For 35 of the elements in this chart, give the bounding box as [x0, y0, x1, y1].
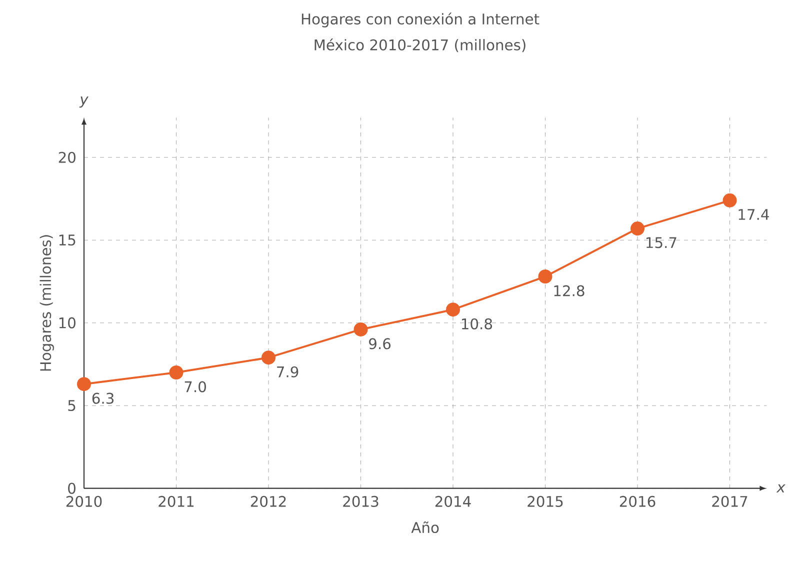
data-label: 6.3	[92, 392, 114, 404]
y-tick-label: 0	[68, 482, 76, 494]
point	[77, 377, 92, 392]
x-axis-title: Año	[411, 521, 439, 534]
x-tick-label: 2015	[528, 496, 563, 507]
data-label: 12.8	[554, 285, 584, 296]
x-tick-label: 2011	[158, 496, 194, 507]
text: y	[79, 96, 89, 108]
point	[722, 193, 737, 208]
point	[630, 222, 645, 236]
point	[169, 365, 184, 380]
y-tick-label: 10	[59, 317, 76, 328]
x-tick-label: 2013	[343, 496, 378, 507]
y-tick-label: 15	[59, 234, 76, 246]
x-tick-label: 2012	[250, 496, 286, 507]
point	[262, 350, 276, 365]
point	[446, 302, 460, 317]
text: x	[776, 484, 786, 492]
data-label: 7.9	[277, 366, 298, 378]
data-label: 15.7	[646, 237, 676, 248]
chart-title: Hogares con conexión a Internet	[302, 12, 540, 28]
x-tick-label: 2016	[620, 496, 656, 507]
data-label: 7.0	[184, 381, 206, 392]
point	[538, 270, 552, 284]
x-tick-label: 2014	[435, 496, 471, 507]
point	[354, 322, 368, 336]
x-tick-label: 2017	[712, 496, 748, 507]
y-axis-title: Hogares (millones)	[40, 235, 54, 371]
chart-subtitle: México 2010-2017 (millones)	[314, 38, 526, 52]
y-tick-label: 20	[58, 152, 76, 163]
y-tick-label: 5	[68, 400, 76, 412]
data-label: 17.4	[738, 209, 769, 220]
data-label: 9.6	[369, 338, 391, 350]
data-label: 10.8	[462, 318, 492, 330]
x-tick-label: 2010	[66, 496, 102, 507]
